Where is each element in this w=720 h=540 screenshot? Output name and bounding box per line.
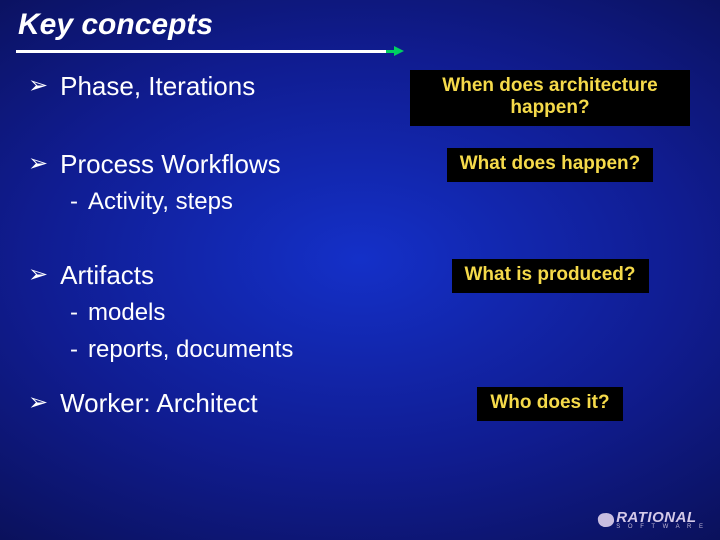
callout-what-produced: What is produced? [452, 259, 649, 293]
chevron-icon: ➢ [28, 70, 48, 102]
slide: Key concepts ➢ Phase, Iterations When do… [0, 0, 720, 540]
concept-row: ➢ Process Workflows What does happen? [0, 148, 720, 182]
concept-sub-row: - reports, documents [0, 334, 720, 365]
dash-icon: - [70, 297, 78, 328]
dash-icon: - [70, 334, 78, 365]
bullet-text: Artifacts [60, 259, 154, 292]
chevron-icon: ➢ [28, 259, 48, 291]
concept-left: ➢ Worker: Architect [0, 387, 410, 420]
logo-text-block: RATIONAL S O F T W A R E [616, 509, 706, 530]
content-area: ➢ Phase, Iterations When does architectu… [0, 70, 720, 421]
bullet-artifacts: ➢ Artifacts [28, 259, 410, 292]
sub-text: Activity, steps [88, 186, 233, 217]
concept-right: Who does it? [410, 387, 690, 421]
chevron-icon: ➢ [28, 387, 48, 419]
chevron-icon: ➢ [28, 148, 48, 180]
concept-row: ➢ Artifacts What is produced? [0, 259, 720, 293]
callout-who: Who does it? [477, 387, 622, 421]
title-underline [16, 50, 396, 53]
brand-logo: RATIONAL S O F T W A R E [598, 509, 706, 530]
sub-models: - models [28, 297, 410, 328]
concept-left: ➢ Process Workflows [0, 148, 410, 181]
sub-text: reports, documents [88, 334, 293, 365]
concept-left: ➢ Artifacts [0, 259, 410, 292]
bullet-text: Worker: Architect [60, 387, 257, 420]
bullet-phase-iterations: ➢ Phase, Iterations [28, 70, 410, 103]
concept-left: - models [0, 297, 410, 328]
bullet-process-workflows: ➢ Process Workflows [28, 148, 410, 181]
bullet-text: Phase, Iterations [60, 70, 255, 103]
concept-left: - reports, documents [0, 334, 410, 365]
slide-title: Key concepts [18, 8, 213, 42]
callout-what-happen: What does happen? [447, 148, 654, 182]
sub-text: models [88, 297, 165, 328]
concept-right: What is produced? [410, 259, 690, 293]
concept-left: ➢ Phase, Iterations [0, 70, 410, 103]
concept-right: When does architecture happen? [410, 70, 690, 126]
concept-sub-row: - Activity, steps [0, 186, 720, 217]
sub-reports-documents: - reports, documents [28, 334, 410, 365]
bullet-worker-architect: ➢ Worker: Architect [28, 387, 410, 420]
concept-left: - Activity, steps [0, 186, 410, 217]
dash-icon: - [70, 186, 78, 217]
concept-right: What does happen? [410, 148, 690, 182]
concept-row: ➢ Worker: Architect Who does it? [0, 387, 720, 421]
callout-when: When does architecture happen? [410, 70, 690, 126]
concept-sub-row: - models [0, 297, 720, 328]
sub-activity-steps: - Activity, steps [28, 186, 410, 217]
logo-sub: S O F T W A R E [616, 524, 706, 530]
logo-icon [597, 511, 615, 527]
title-arrow-icon [394, 46, 404, 56]
concept-row: ➢ Phase, Iterations When does architectu… [0, 70, 720, 126]
bullet-text: Process Workflows [60, 148, 281, 181]
